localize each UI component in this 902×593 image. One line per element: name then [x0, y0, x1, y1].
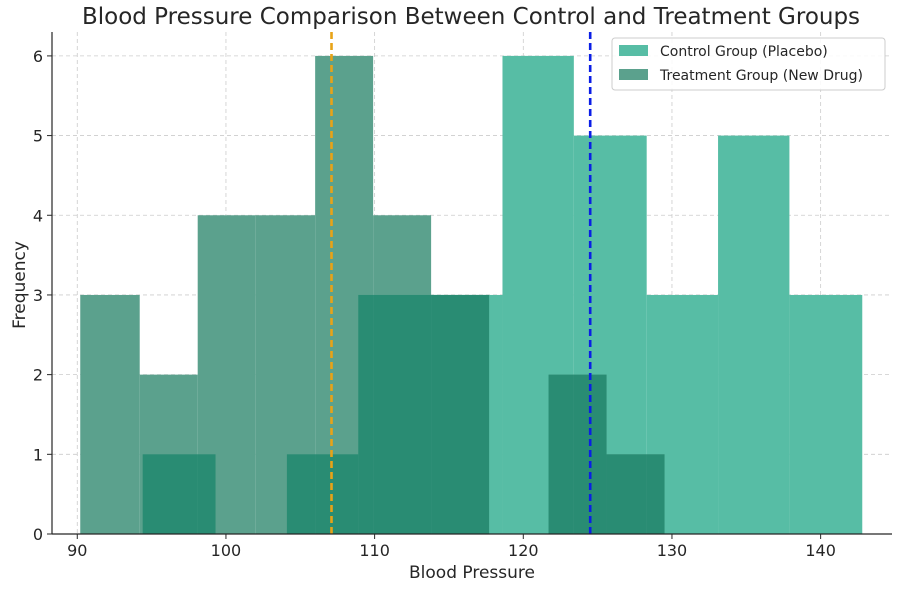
y-tick-label: 4: [33, 206, 43, 225]
bar-overlap: [286, 454, 316, 534]
bar-overlap: [358, 294, 374, 534]
bar-control: [718, 135, 790, 535]
y-tick-label: 5: [33, 127, 43, 146]
x-tick-label: 130: [657, 541, 688, 560]
bar-overlap: [548, 374, 574, 534]
x-axis-label: Blood Pressure: [409, 563, 535, 583]
legend-swatch-treatment: [619, 69, 648, 80]
bar-control: [789, 294, 863, 534]
y-tick-label: 2: [33, 366, 43, 385]
bar-overlap: [315, 454, 359, 534]
x-tick-label: 110: [359, 541, 390, 560]
bar-overlap: [142, 454, 198, 534]
y-tick-label: 3: [33, 286, 43, 305]
bar-treatment: [80, 294, 140, 534]
y-tick-label: 1: [33, 445, 43, 464]
legend-label-treatment: Treatment Group (New Drug): [659, 68, 863, 84]
y-tick-label: 0: [33, 525, 43, 544]
x-tick-label: 100: [211, 541, 242, 560]
legend-box: [611, 37, 886, 91]
x-tick-label: 120: [508, 541, 539, 560]
bar-overlap: [373, 294, 432, 534]
legend-label-control: Control Group (Placebo): [660, 44, 828, 60]
axes-layer: [51, 32, 892, 535]
bar-overlap: [606, 454, 647, 534]
legend: Control Group (Placebo) Treatment Group …: [611, 37, 886, 91]
y-tick-label: 6: [33, 47, 43, 66]
bar-overlap: [431, 294, 490, 534]
x-tick-label: 140: [805, 541, 836, 560]
bar-overlap: [197, 454, 216, 534]
chart-title: Blood Pressure Comparison Between Contro…: [82, 4, 860, 30]
ticks-layer: 90 100 110 120 130 140 0 1 2 3 4 5 6: [33, 47, 836, 560]
y-axis-label: Frequency: [10, 241, 30, 329]
bar-overlap: [646, 454, 665, 534]
mean-lines-layer: [330, 32, 592, 534]
legend-swatch-control: [619, 45, 648, 56]
x-tick-label: 90: [67, 541, 87, 560]
